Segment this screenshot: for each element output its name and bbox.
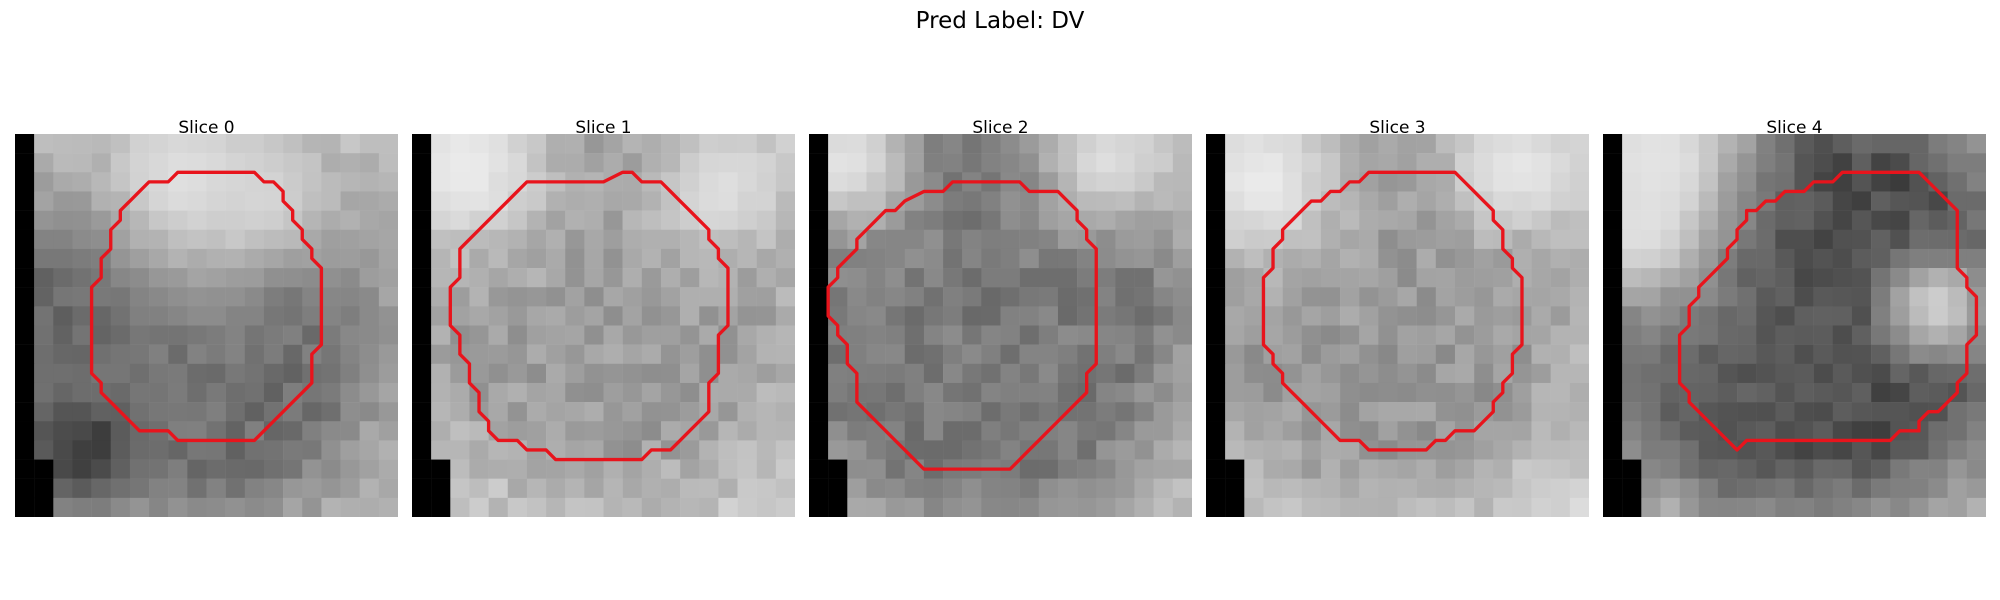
segmentation-contour xyxy=(89,170,324,443)
segmentation-contour xyxy=(448,170,730,462)
panel-slice-0: Slice 0 xyxy=(15,117,398,517)
panel-slice-2: Slice 2 xyxy=(809,117,1192,517)
panel-slice-1: Slice 1 xyxy=(412,117,795,517)
panel-title: Slice 1 xyxy=(575,118,632,138)
slice-image xyxy=(412,134,795,517)
slice-image xyxy=(809,134,1192,517)
panel-title: Slice 3 xyxy=(1369,118,1426,138)
figure-title: Pred Label: DV xyxy=(915,8,1085,34)
slice-image xyxy=(1603,134,1986,517)
slice-image xyxy=(15,134,398,517)
segmentation-contour xyxy=(1261,170,1524,452)
segmentation-contour xyxy=(1677,170,1979,452)
slice-image xyxy=(1206,134,1589,517)
panel-title: Slice 0 xyxy=(178,118,235,138)
panel-title: Slice 4 xyxy=(1766,118,1823,138)
segmentation-contour xyxy=(826,180,1098,471)
panel-slice-4: Slice 4 xyxy=(1603,117,1986,517)
panel-title: Slice 2 xyxy=(972,118,1029,138)
panel-slice-3: Slice 3 xyxy=(1206,117,1589,517)
